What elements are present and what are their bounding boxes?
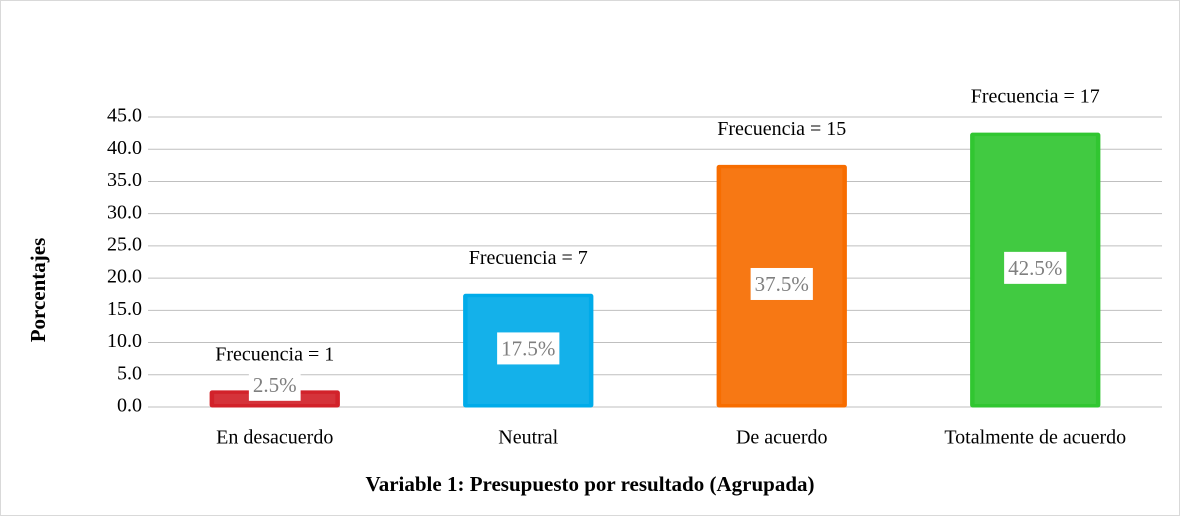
y-tick-label: 0.0 [117,395,142,417]
value-label-box [497,332,560,365]
y-tick-label: 30.0 [107,201,142,223]
bar-annotation: Frecuencia = 17 [971,86,1100,108]
x-tick-label: De acuerdo [736,427,828,449]
y-tick-label: 40.0 [107,137,142,159]
x-tick-label: Totalmente de acuerdo [944,427,1126,449]
y-tick-label: 35.0 [107,169,142,191]
value-label: 2.5% [253,373,297,397]
value-label: 37.5% [755,272,809,296]
x-tick-label: En desacuerdo [216,427,333,449]
x-axis-title: Variable 1: Presupuesto por resultado (A… [365,472,814,496]
value-label: 42.5% [1008,256,1062,280]
y-tick-label: 10.0 [107,330,142,352]
y-tick-label: 25.0 [107,233,142,255]
y-tick-label: 5.0 [117,362,142,384]
y-tick-label: 20.0 [107,266,142,288]
x-tick-label: Neutral [498,427,558,449]
value-label-box [248,368,301,401]
value-label: 17.5% [501,336,555,360]
bar-annotation: Frecuencia = 7 [469,247,588,269]
bar-annotation: Frecuencia = 1 [215,343,334,365]
value-label-box [1004,251,1067,284]
value-label-box [750,267,813,300]
y-tick-label: 45.0 [107,105,142,127]
y-tick-label: 15.0 [107,298,142,320]
y-axis-title: Porcentajes [26,238,50,343]
bar-annotation: Frecuencia = 15 [717,118,846,140]
